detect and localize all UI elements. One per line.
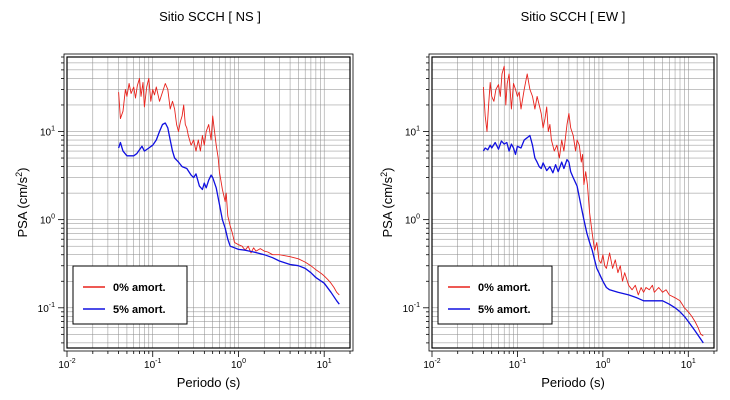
y-axis-label: PSA (cm/s2) (379, 167, 395, 237)
y-tick-label: 101 (40, 125, 55, 138)
y-tick-label: 100 (405, 214, 420, 227)
tick-marks (423, 56, 715, 357)
series-line-damping-5 (482, 134, 704, 344)
y-axis-label: PSA (cm/s2) (14, 167, 30, 237)
plot-frame (66, 56, 351, 349)
legend-label: 5% amort. (478, 304, 531, 316)
plot-frame-outer (428, 53, 718, 352)
series-line-damping-0 (482, 65, 704, 337)
legend: 0% amort. 5% amort. (72, 265, 188, 325)
x-tick-label: 101 (317, 358, 332, 371)
legend-label: 0% amort. (113, 282, 166, 294)
y-tick-label: 10-1 (38, 302, 55, 315)
y-tick-label: 10-1 (403, 302, 420, 315)
x-tick-label: 10-2 (58, 358, 75, 371)
x-axis-label: Periodo (s) (177, 375, 241, 390)
legend-box (72, 265, 188, 325)
x-tick-label: 10-1 (144, 358, 161, 371)
chart-panel-ns: Sitio SCCH [ NS ] 10-2 10-1 100 101 10-1 100 10… (14, 9, 354, 390)
tick-marks (58, 56, 351, 357)
legend-label: 0% amort. (478, 282, 531, 294)
legend-box (437, 265, 553, 325)
chart-title: Sitio SCCH [ EW ] (521, 9, 626, 24)
series-line-damping-0 (118, 77, 340, 296)
plot-frame (431, 56, 715, 349)
y-tick-label: 100 (40, 214, 55, 227)
x-tick-label: 10-2 (423, 358, 440, 371)
legend-label: 5% amort. (113, 304, 166, 316)
chart-title: Sitio SCCH [ NS ] (159, 9, 261, 24)
plot-frame-outer (63, 53, 354, 352)
chart-panel-ew: Sitio SCCH [ EW ] 10-2 10-1 100 101 10-1 100 10… (379, 9, 718, 390)
series-line-damping-5 (117, 122, 340, 305)
x-tick-label: 101 (681, 358, 696, 371)
x-tick-label: 100 (595, 358, 610, 371)
x-tick-label: 10-1 (509, 358, 526, 371)
legend: 0% amort. 5% amort. (437, 265, 553, 325)
x-tick-label: 100 (231, 358, 246, 371)
x-axis-label: Periodo (s) (541, 375, 605, 390)
y-tick-label: 101 (405, 125, 420, 138)
